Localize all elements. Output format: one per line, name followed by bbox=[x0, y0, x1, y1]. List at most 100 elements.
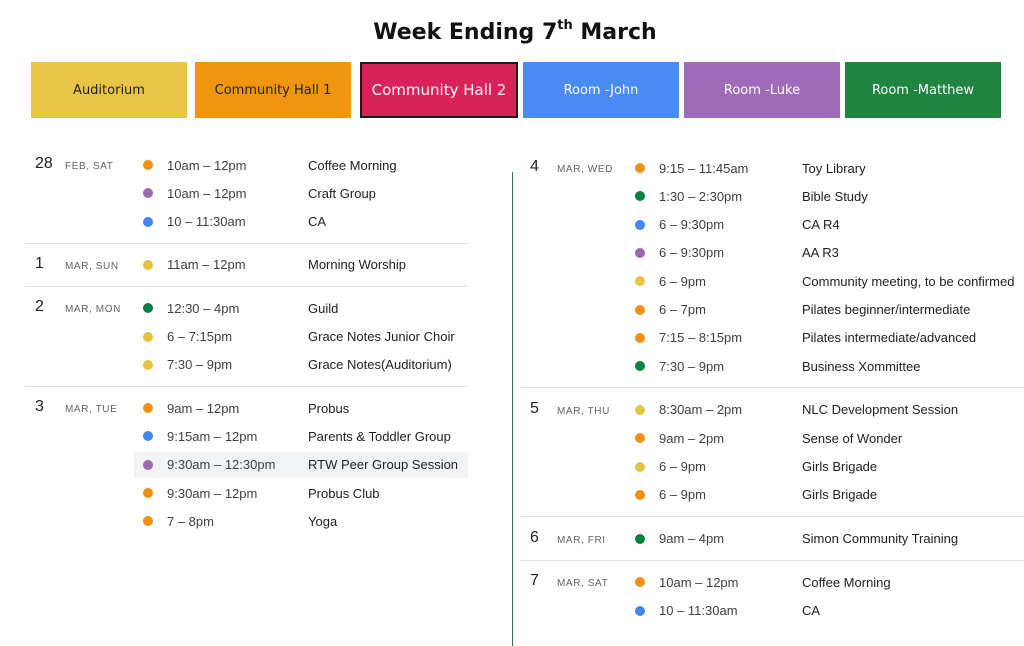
event-title: Bible Study bbox=[802, 188, 868, 204]
event-color-dot bbox=[143, 303, 153, 314]
event-row[interactable]: 9am – 4pm Simon Community Training bbox=[625, 526, 1023, 552]
event-color-dot bbox=[143, 488, 153, 498]
event-row[interactable]: 6 – 9pm Girls Brigade bbox=[625, 454, 1023, 480]
event-row[interactable]: 7:15 – 8:15pm Pilates intermediate/advanc… bbox=[625, 325, 1023, 351]
day-number[interactable]: 5 bbox=[530, 399, 539, 417]
event-color-dot bbox=[143, 431, 153, 442]
event-time: 9am – 2pm bbox=[659, 430, 725, 446]
event-color-dot bbox=[143, 331, 153, 342]
day-separator bbox=[25, 386, 468, 388]
event-row[interactable]: 10am – 12pm Coffee Morning bbox=[134, 152, 468, 178]
event-row[interactable]: 6 – 9pm Community meeting, to be confirme… bbox=[625, 268, 1023, 294]
event-row[interactable]: 6 – 9pm Girls Brigade bbox=[625, 482, 1023, 508]
event-time: 6 – 9pm bbox=[659, 487, 706, 503]
event-color-dot bbox=[635, 577, 645, 588]
event-row[interactable]: 9am – 12pm Probus bbox=[134, 395, 468, 421]
day-number[interactable]: 4 bbox=[530, 158, 539, 175]
day-number[interactable]: 28 bbox=[35, 155, 53, 172]
event-title: CA bbox=[802, 603, 821, 619]
event-row[interactable]: 10am – 12pm Coffee Morning bbox=[625, 569, 1023, 595]
event-row[interactable]: 9:30am – 12pm Probus Club bbox=[134, 480, 468, 506]
event-time: 12:30 – 4pm bbox=[167, 300, 240, 316]
event-time: 10am – 12pm bbox=[167, 157, 247, 173]
event-title: Pilates beginner/intermediate bbox=[802, 302, 971, 317]
event-color-dot bbox=[635, 219, 645, 230]
event-time: 1:30 – 2:30pm bbox=[659, 188, 743, 204]
event-row[interactable]: 7 – 8pm Yoga bbox=[134, 508, 468, 534]
event-time: 9am – 12pm bbox=[167, 400, 240, 416]
event-color-dot bbox=[635, 247, 645, 258]
day-separator bbox=[520, 387, 1024, 389]
event-title: CA bbox=[308, 214, 327, 230]
event-row[interactable]: 8:30am – 2pm NLC Development Session bbox=[625, 397, 1023, 423]
event-row[interactable]: 9:30am – 12:30pm RTW Peer Group Session bbox=[134, 451, 468, 478]
event-row[interactable]: 10am – 12pm Craft Group bbox=[134, 180, 468, 206]
day-label: MAR, SAT bbox=[557, 578, 609, 590]
event-color-dot bbox=[635, 433, 645, 444]
event-row[interactable]: 6 – 9:30pm CA R4 bbox=[625, 212, 1023, 238]
event-time: 6 – 9pm bbox=[659, 273, 706, 289]
event-title: Community meeting, to be confirmed bbox=[802, 273, 1015, 289]
event-title: Guild bbox=[308, 300, 339, 316]
day-separator bbox=[520, 559, 1024, 561]
day-number[interactable]: 1 bbox=[35, 254, 44, 272]
event-title: Girls Brigade bbox=[802, 459, 878, 474]
legend-room-luke[interactable]: Room -Luke bbox=[684, 62, 840, 118]
event-time: 6 – 7pm bbox=[659, 302, 706, 317]
day-number[interactable]: 7 bbox=[530, 572, 539, 590]
event-title: Coffee Morning bbox=[802, 574, 891, 590]
event-time: 11am – 12pm bbox=[167, 257, 246, 273]
legend-community-hall-1[interactable]: Community Hall 1 bbox=[195, 62, 351, 118]
day-label: FEB, SAT bbox=[65, 161, 114, 172]
event-row[interactable]: 10 – 11:30am CA bbox=[134, 209, 468, 235]
event-color-dot bbox=[635, 461, 645, 472]
event-title: Girls Brigade bbox=[802, 487, 878, 503]
day-label: MAR, MON bbox=[65, 304, 121, 316]
event-color-dot bbox=[635, 191, 645, 202]
day-separator bbox=[25, 242, 468, 244]
event-color-dot bbox=[635, 361, 645, 372]
event-color-dot bbox=[635, 163, 645, 173]
event-row[interactable]: 11am – 12pm Morning Worship bbox=[134, 252, 468, 278]
event-row[interactable]: 9am – 2pm Sense of Wonder bbox=[625, 425, 1023, 451]
day-number[interactable]: 6 bbox=[530, 528, 539, 546]
day-number[interactable]: 3 bbox=[35, 398, 44, 416]
event-time: 7:15 – 8:15pm bbox=[659, 330, 743, 346]
event-row[interactable]: 7:30 – 9pm Business Xommittee bbox=[625, 353, 1023, 379]
event-color-dot bbox=[635, 533, 645, 544]
event-title: Parents & Toddler Group bbox=[308, 428, 451, 444]
event-time: 9:15am – 12pm bbox=[167, 428, 258, 444]
day-label: MAR, SUN bbox=[65, 260, 119, 272]
event-time: 10am – 12pm bbox=[659, 574, 739, 590]
event-color-dot bbox=[143, 160, 153, 170]
event-time: 6 – 9pm bbox=[659, 459, 706, 474]
event-row[interactable]: 6 – 7:15pm Grace Notes Junior Choir bbox=[134, 324, 468, 350]
event-title: Business Xommittee bbox=[802, 358, 921, 374]
legend-room-john[interactable]: Room -John bbox=[523, 62, 679, 118]
event-row[interactable]: 6 – 7pm Pilates beginner/intermediate bbox=[625, 297, 1023, 323]
event-time: 9:30am – 12pm bbox=[167, 485, 258, 501]
event-color-dot bbox=[143, 359, 153, 370]
event-row[interactable]: 10 – 11:30am CA bbox=[625, 598, 1023, 624]
event-color-dot bbox=[635, 605, 645, 616]
legend-room-matthew[interactable]: Room -Matthew bbox=[845, 62, 1001, 118]
day-label: MAR, FRI bbox=[557, 534, 606, 546]
day-separator bbox=[25, 286, 468, 288]
event-row[interactable]: 12:30 – 4pm Guild bbox=[134, 295, 468, 321]
event-time: 7 – 8pm bbox=[167, 513, 214, 529]
title-main: Week Ending 7 bbox=[373, 20, 558, 45]
event-row[interactable]: 6 – 9:30pm AA R3 bbox=[625, 240, 1023, 266]
event-row[interactable]: 9:15am – 12pm Parents & Toddler Group bbox=[134, 423, 468, 449]
legend-community-hall-2[interactable]: Community Hall 2 bbox=[360, 62, 518, 118]
event-row[interactable]: 1:30 – 2:30pm Bible Study bbox=[625, 183, 1023, 209]
event-title: Coffee Morning bbox=[308, 157, 397, 173]
event-title: Craft Group bbox=[308, 185, 376, 201]
event-title: Pilates intermediate/advanced bbox=[802, 330, 977, 346]
event-time: 7:30 – 9pm bbox=[167, 357, 233, 373]
title-suffix: th bbox=[557, 18, 573, 33]
event-time: 7:30 – 9pm bbox=[659, 358, 725, 374]
event-row[interactable]: 7:30 – 9pm Grace Notes(Auditorium) bbox=[134, 352, 468, 378]
event-row[interactable]: 9:15 – 11:45am Toy Library bbox=[625, 155, 1023, 181]
day-number[interactable]: 2 bbox=[35, 298, 44, 316]
legend-auditorium[interactable]: Auditorium bbox=[31, 62, 187, 118]
